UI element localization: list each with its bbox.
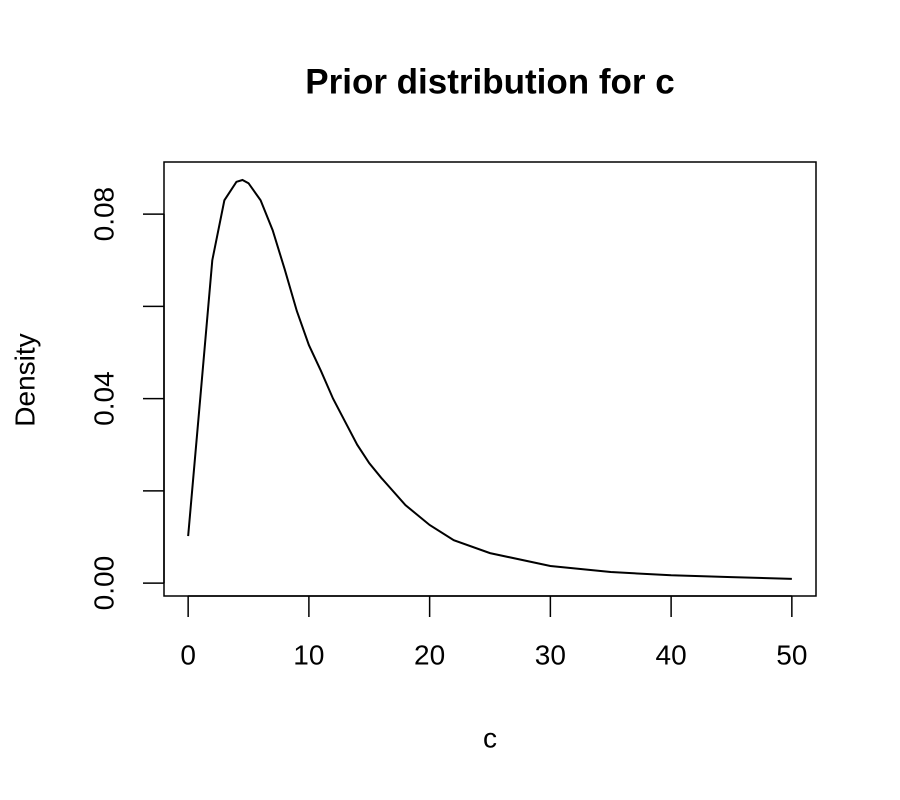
x-tick-label: 30 <box>535 639 566 670</box>
x-axis-label: c <box>483 722 497 753</box>
chart-title: Prior distribution for c <box>305 62 674 101</box>
y-tick-label: 0.08 <box>88 187 119 242</box>
x-tick-label: 0 <box>180 639 196 670</box>
y-axis-label: Density <box>9 333 40 426</box>
x-tick-label: 10 <box>293 639 324 670</box>
y-tick-label: 0.00 <box>88 556 119 611</box>
y-tick-label: 0.04 <box>88 371 119 426</box>
plot-box <box>163 161 817 597</box>
data-line <box>187 178 792 580</box>
x-tick-label: 20 <box>414 639 445 670</box>
x-tick-label: 50 <box>776 639 807 670</box>
x-tick-label: 40 <box>656 639 687 670</box>
